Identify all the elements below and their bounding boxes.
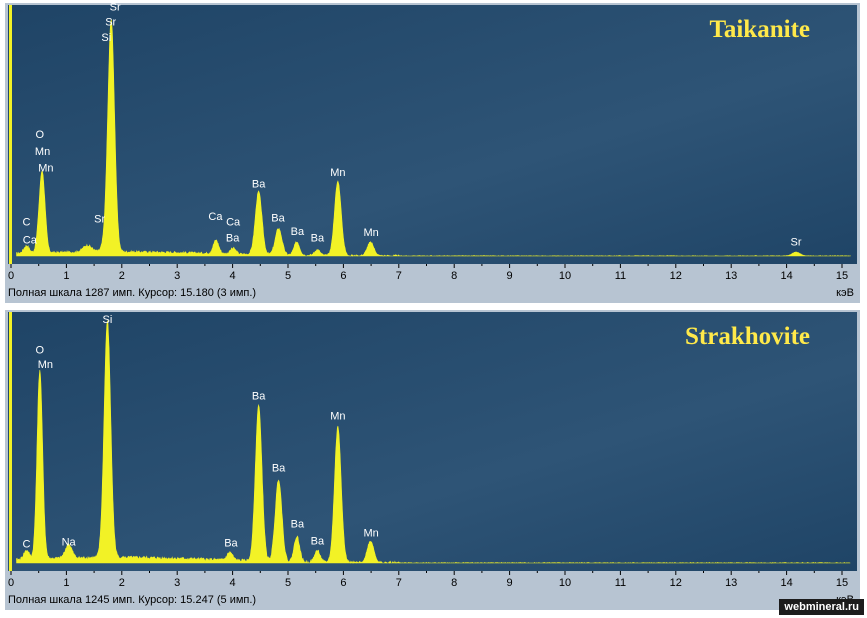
x-tick-label: 11 bbox=[615, 577, 626, 589]
peak-label: Ca bbox=[23, 235, 38, 247]
x-tick-label: 9 bbox=[507, 577, 513, 589]
x-tick-label: 10 bbox=[559, 270, 571, 282]
cursor-line[interactable] bbox=[9, 5, 12, 264]
x-tick-label: 3 bbox=[174, 577, 180, 589]
status-bar: Полная шкала 1287 имп. Курсор: 15.180 (3… bbox=[8, 287, 257, 299]
peak-label: Ca bbox=[226, 217, 241, 229]
peak-label: Ba bbox=[272, 462, 286, 474]
peak-label: Sr bbox=[791, 237, 802, 249]
peak-label: Ba bbox=[224, 537, 238, 549]
peak-label: Ba bbox=[291, 226, 305, 238]
peak-label: Ba bbox=[311, 535, 325, 547]
x-tick-label: 9 bbox=[507, 270, 513, 282]
chart-title: Taikanite bbox=[709, 16, 810, 43]
peak-label: O bbox=[36, 344, 45, 356]
x-tick-label: 4 bbox=[230, 270, 236, 282]
x-tick-label: 6 bbox=[340, 577, 346, 589]
x-tick-label: 13 bbox=[725, 270, 737, 282]
x-tick-label: 15 bbox=[836, 270, 848, 282]
peak-label: Mn bbox=[35, 146, 50, 158]
x-tick-label: 5 bbox=[285, 270, 291, 282]
chart-title: Strakhovite bbox=[685, 323, 810, 350]
peak-label: Si bbox=[103, 314, 113, 326]
plot-area bbox=[8, 312, 857, 571]
x-tick-label: 7 bbox=[396, 270, 402, 282]
cursor-line[interactable] bbox=[9, 312, 12, 571]
x-tick-label: 0 bbox=[8, 270, 14, 282]
peak-label: Si bbox=[101, 32, 111, 44]
x-tick-label: 14 bbox=[780, 270, 792, 282]
x-tick-label: 5 bbox=[285, 577, 291, 589]
peak-label: Mn bbox=[363, 527, 378, 539]
x-tick-label: 13 bbox=[725, 577, 737, 589]
peak-label: C bbox=[23, 538, 31, 550]
x-axis-unit: кэВ bbox=[836, 287, 854, 299]
x-tick-label: 2 bbox=[119, 577, 125, 589]
peak-label: Na bbox=[62, 536, 77, 548]
peak-label: Mn bbox=[330, 410, 345, 422]
peak-label: Ba bbox=[252, 178, 266, 190]
x-tick-label: 12 bbox=[670, 577, 682, 589]
x-tick-label: 1 bbox=[63, 577, 69, 589]
spectrum-panel-taikanite: C Ca O Mn Mn Sr Sr Sr Si Ca Ca Ba Ba Ba Ba Ba Mn Mn Sr Taik… bbox=[5, 3, 860, 303]
plot-area bbox=[8, 5, 857, 264]
x-tick-label: 3 bbox=[174, 270, 180, 282]
x-tick-label: 2 bbox=[119, 270, 125, 282]
peak-label: Mn bbox=[38, 162, 53, 174]
peak-label: O bbox=[36, 129, 45, 141]
x-tick-label: 0 bbox=[8, 577, 14, 589]
x-tick-label: 8 bbox=[451, 577, 457, 589]
peak-label: Ba bbox=[252, 391, 266, 403]
spectrum-trace bbox=[16, 19, 851, 257]
x-tick-label: 10 bbox=[559, 577, 571, 589]
watermark: webmineral.ru bbox=[779, 599, 864, 615]
x-tick-label: 12 bbox=[670, 270, 682, 282]
status-bar: Полная шкала 1245 имп. Курсор: 15.247 (5… bbox=[8, 594, 257, 606]
x-tick-label: 14 bbox=[780, 577, 792, 589]
peak-label: Sr bbox=[94, 214, 105, 226]
peak-label: C bbox=[23, 217, 31, 229]
x-tick-label: 1 bbox=[63, 270, 69, 282]
x-tick-label: 4 bbox=[230, 577, 236, 589]
peak-label: Mn bbox=[38, 359, 53, 371]
peak-label: Ca bbox=[208, 211, 223, 223]
x-tick-label: 15 bbox=[836, 577, 848, 589]
peak-label: Mn bbox=[363, 227, 378, 239]
peak-label: Ba bbox=[226, 233, 240, 245]
x-tick-label: 8 bbox=[451, 270, 457, 282]
x-tick-label: 7 bbox=[396, 577, 402, 589]
spectrum-trace bbox=[16, 320, 851, 564]
x-tick-label: 6 bbox=[340, 270, 346, 282]
peak-label: Sr bbox=[110, 3, 121, 13]
x-tick-label: 11 bbox=[615, 270, 626, 282]
peak-label: Ba bbox=[291, 519, 305, 531]
peak-label: Sr bbox=[105, 17, 116, 29]
spectrum-panel-strakhovite: C O Mn Na Si Ba Ba Ba Ba Ba Mn Mn Strakhovite 0 1 2 3 4 5 6… bbox=[5, 310, 860, 610]
peak-label: Ba bbox=[271, 213, 285, 225]
peak-label: Mn bbox=[330, 167, 345, 179]
peak-label: Ba bbox=[311, 233, 325, 245]
